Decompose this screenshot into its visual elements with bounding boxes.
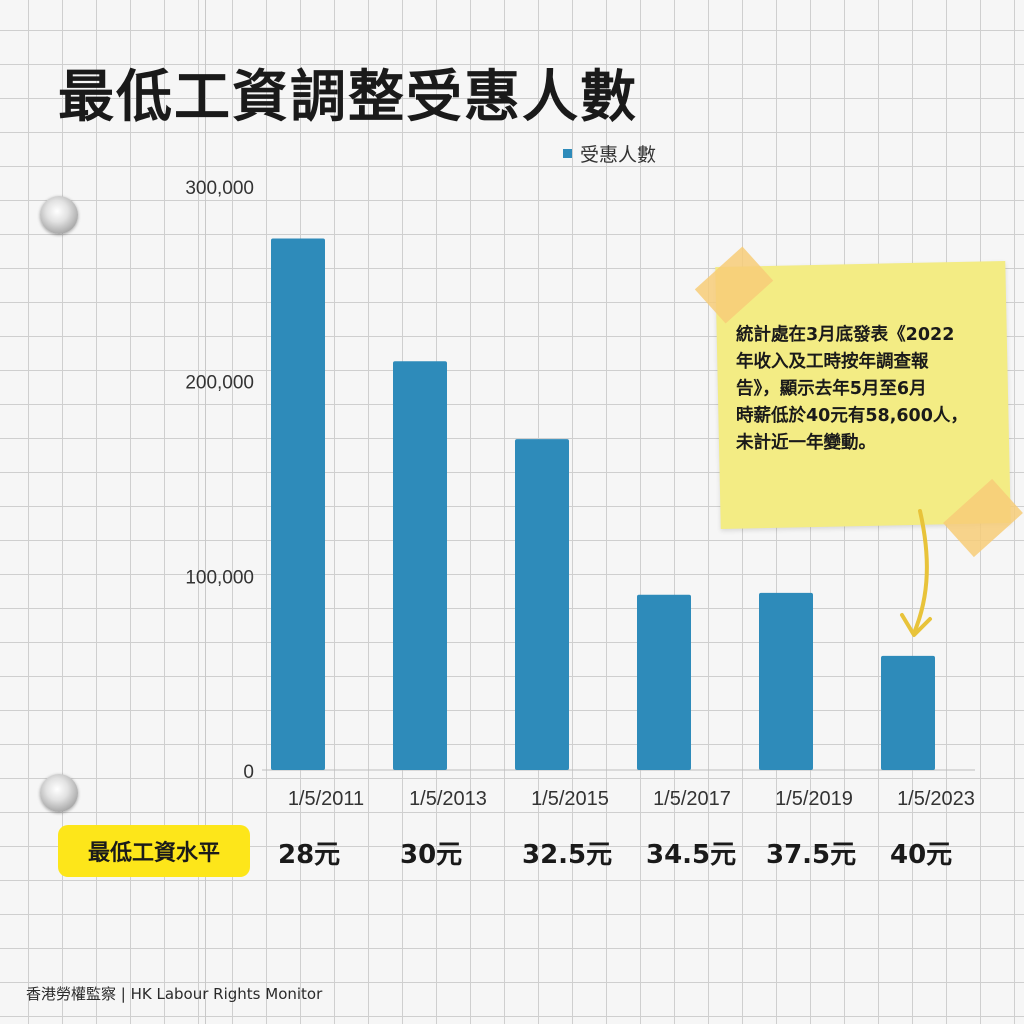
note-line: 統計處在3月底發表《2022 [736, 325, 955, 345]
chart-title: 最低工資調整受惠人數 [58, 65, 638, 130]
wage-value: 28元 [278, 840, 341, 870]
note-line: 時薪低於40元有58,600人， [736, 406, 968, 426]
bar [759, 592, 813, 770]
binder-hole-top [40, 196, 78, 234]
wage-value: 40元 [890, 840, 953, 870]
bar [515, 439, 569, 770]
legend-label: 受惠人數 [580, 144, 656, 166]
bar [881, 655, 935, 770]
x-tick-label: 1/5/2023 [897, 788, 975, 810]
wage-value: 32.5元 [522, 840, 613, 870]
bar [271, 238, 325, 770]
binder-hole-bottom [40, 774, 78, 812]
y-tick-label: 300,000 [185, 178, 254, 199]
legend-swatch [563, 149, 572, 158]
wage-value: 37.5元 [766, 840, 857, 870]
y-tick-label: 100,000 [185, 567, 254, 588]
bar [637, 594, 691, 770]
x-tick-label: 1/5/2013 [409, 788, 487, 810]
wage-value: 30元 [400, 840, 463, 870]
x-tick-label: 1/5/2019 [775, 788, 853, 810]
x-tick-label: 1/5/2017 [653, 788, 731, 810]
notebook-margin-line [205, 0, 206, 1024]
footer-credit: 香港勞權監察 | HK Labour Rights Monitor [26, 985, 323, 1003]
note-line: 未計近一年變動。 [736, 433, 876, 453]
sticky-note-text: 統計處在3月底發表《2022 年收入及工時按年調查報 告》，顯示去年5月至6月 … [736, 322, 998, 457]
min-wage-level-label: 最低工資水平 [58, 825, 250, 877]
y-tick-label: 0 [243, 762, 254, 783]
x-tick-label: 1/5/2015 [531, 788, 609, 810]
bar [393, 361, 447, 770]
x-tick-label: 1/5/2011 [288, 788, 364, 810]
note-line: 告》，顯示去年5月至6月 [736, 379, 927, 399]
arrow-icon [900, 509, 932, 637]
note-line: 年收入及工時按年調查報 [736, 352, 929, 372]
y-tick-label: 200,000 [185, 373, 254, 394]
wage-value: 34.5元 [646, 840, 737, 870]
